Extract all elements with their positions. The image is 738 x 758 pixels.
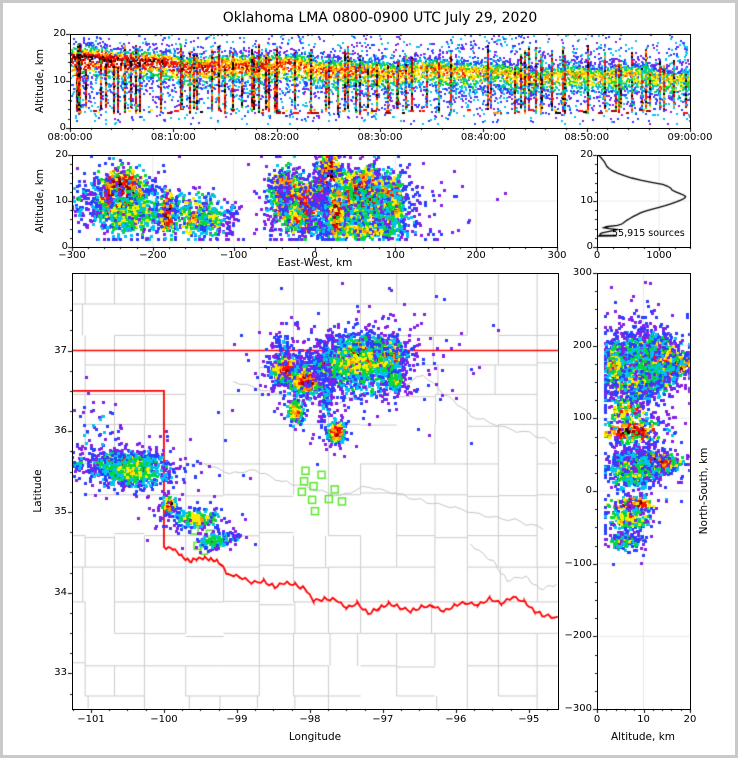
time-xtick-4: 08:40:00: [460, 132, 506, 143]
time-xtick-1: 08:10:00: [150, 132, 196, 143]
time-xtick-3: 08:30:00: [357, 132, 403, 143]
ns-panel-xlabel: Altitude, km: [610, 731, 675, 743]
source-count-annotation: 55,915 sources: [612, 228, 685, 239]
ns-ytick-0: 300: [572, 267, 592, 278]
ew-xtick-5: 200: [466, 250, 486, 261]
altitude-histogram-panel[interactable]: [597, 155, 691, 248]
plan-view-map-panel[interactable]: [72, 273, 559, 710]
ew-xtick-1: −200: [139, 250, 167, 261]
ew-xtick-3: 0: [311, 250, 318, 261]
time-xtick-0: 08:00:00: [47, 132, 93, 143]
ns-ytick-3: 0: [585, 485, 592, 496]
figure-title: Oklahoma LMA 0800-0900 UTC July 29, 2020: [222, 10, 538, 26]
hist-ytick-0: 0: [586, 241, 593, 252]
time-xtick-6: 09:00:00: [667, 132, 713, 143]
time-ytick-1: 10: [53, 75, 66, 86]
ns-ytick-2: 100: [572, 412, 592, 424]
time-xtick-5: 08:50:00: [564, 132, 610, 143]
map-xtick-1: −100: [150, 714, 178, 725]
ns-ytick-5: −200: [564, 630, 592, 642]
ew-xtick-0: −300: [58, 250, 86, 261]
map-ytick-3: 36: [54, 425, 67, 437]
time-height-panel[interactable]: [70, 34, 691, 129]
hist-xtick-0: 0: [593, 250, 601, 261]
map-ytick-2: 35: [54, 505, 67, 517]
ew-ytick-2: 20: [55, 149, 68, 160]
ns-ytick-1: 200: [572, 339, 592, 351]
hist-xtick-1: 1000: [646, 250, 672, 261]
map-xtick-5: −96: [445, 714, 467, 725]
map-xtick-6: −95: [518, 714, 540, 725]
ew-xtick-6: 300: [547, 250, 567, 261]
time-xtick-2: 08:20:00: [254, 132, 300, 143]
map-xtick-0: −101: [77, 714, 105, 725]
ew-xtick-2: −100: [219, 250, 248, 261]
ns-ytick-6: −300: [564, 703, 592, 714]
ns-xtick-1: 10: [637, 714, 650, 725]
ns-xtick-0: 0: [593, 714, 601, 725]
ns-ytick-4: −100: [564, 557, 592, 569]
map-ylabel: Latitude: [32, 469, 44, 513]
time-ytick-2: 20: [53, 28, 66, 39]
ew-ytick-1: 10: [55, 195, 68, 206]
ew-xtick-4: 100: [385, 250, 405, 261]
map-xlabel: Longitude: [288, 731, 342, 743]
map-xtick-4: −97: [372, 714, 394, 725]
map-xtick-2: −99: [226, 714, 248, 725]
ns-panel-ylabel: North-South, km: [698, 447, 710, 535]
map-ytick-0: 33: [54, 667, 67, 679]
north-south-height-panel[interactable]: [597, 273, 691, 710]
map-ytick-1: 34: [54, 586, 67, 598]
ew-ytick-0: 0: [61, 241, 68, 252]
hist-ytick-2: 20: [580, 149, 593, 160]
time-ytick-0: 0: [59, 122, 66, 133]
hist-ytick-1: 10: [580, 195, 593, 206]
map-ytick-4: 37: [54, 344, 67, 356]
ew-panel-xlabel: East-West, km: [277, 257, 353, 269]
map-xtick-3: −98: [299, 714, 321, 725]
ns-xtick-2: 20: [683, 714, 697, 725]
east-west-height-panel[interactable]: [72, 155, 558, 248]
